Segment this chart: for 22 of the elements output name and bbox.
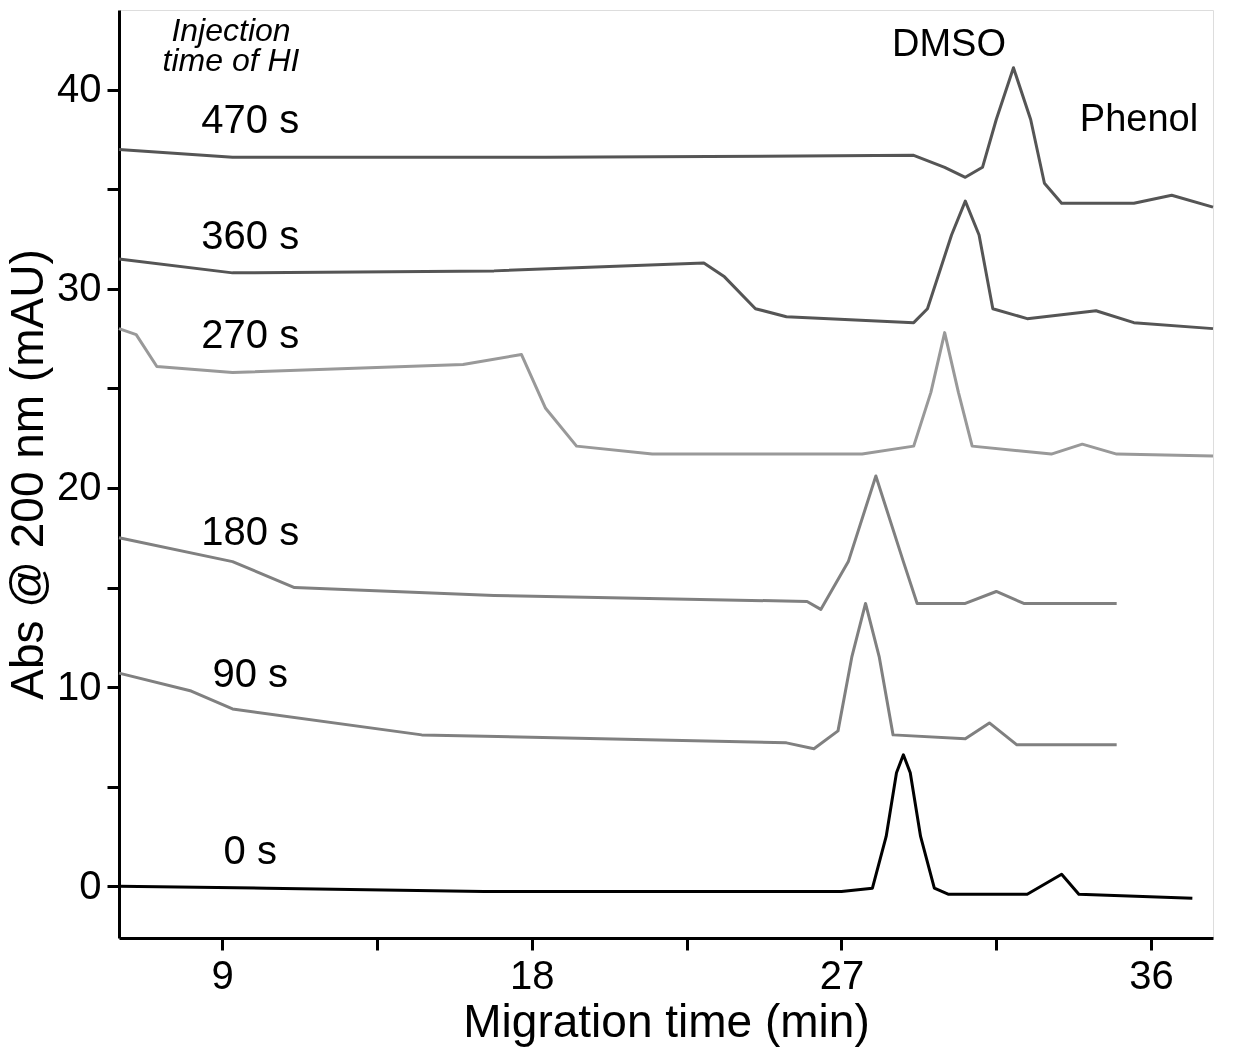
- line-series: [117, 474, 1119, 611]
- y-axis-title: Abs @ 200 nm (mAU): [1, 249, 54, 700]
- series-label: 90 s: [212, 651, 289, 696]
- x-tick-label: 36: [1129, 952, 1174, 997]
- y-tick-label: 30: [57, 265, 102, 310]
- annotation: Phenol: [1079, 97, 1199, 139]
- x-tick-label: 27: [819, 952, 865, 997]
- legend-title: Injection time of HI: [162, 12, 300, 78]
- y-tick-label: 10: [57, 663, 102, 708]
- y-tick-label: 40: [57, 66, 102, 111]
- line-series: [117, 601, 1119, 751]
- x-tick-label: 18: [510, 952, 555, 997]
- y-tick-label: 20: [57, 464, 102, 509]
- series-label: 470 s: [201, 97, 300, 142]
- series-label: 270 s: [201, 311, 300, 356]
- y-tick-label: 0: [79, 862, 102, 907]
- x-tick-label: 9: [211, 952, 234, 997]
- annotation: DMSO: [892, 22, 1006, 64]
- series-label: 0 s: [223, 827, 277, 872]
- series-label: 360 s: [201, 212, 300, 257]
- x-axis-title: Migration time (min): [463, 994, 870, 1047]
- series-label: 180 s: [201, 509, 300, 554]
